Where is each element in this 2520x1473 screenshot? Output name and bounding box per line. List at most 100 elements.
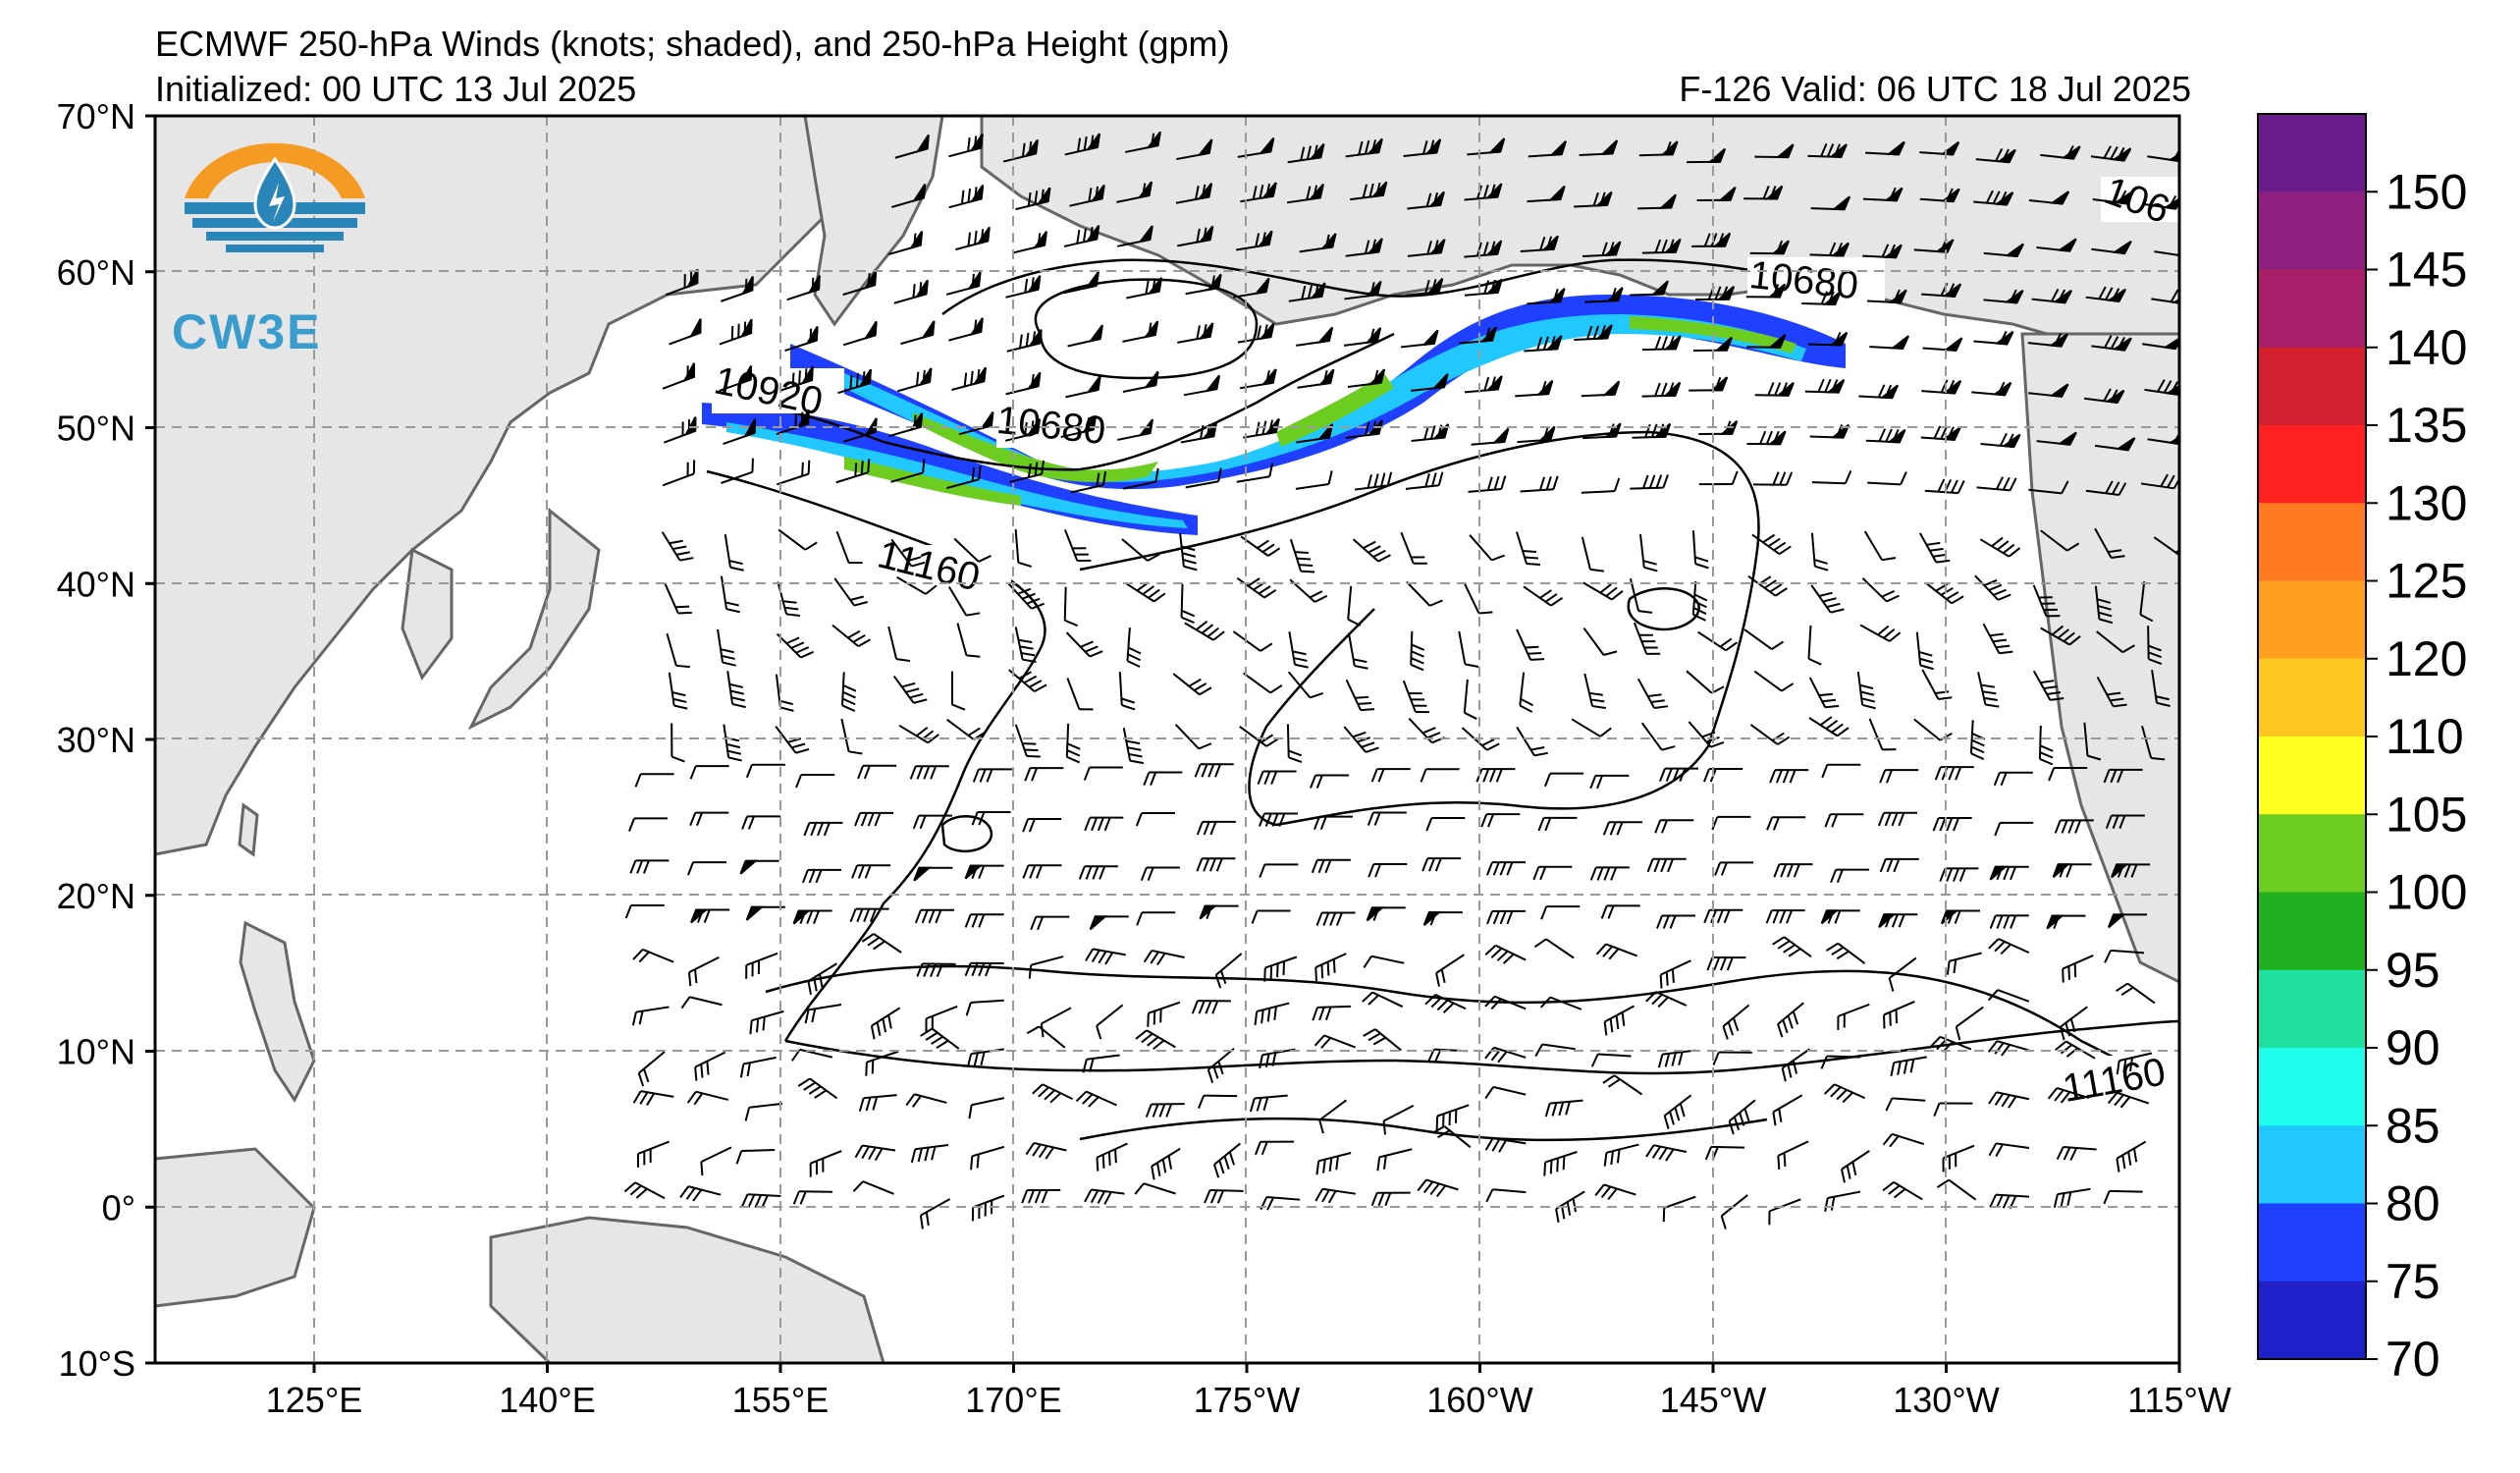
wind-barb	[1691, 530, 1709, 570]
wind-barb	[913, 866, 953, 882]
wind-barb	[1484, 944, 1527, 964]
wind-barb	[1134, 1182, 1176, 1195]
wind-barb	[1459, 326, 1497, 345]
wind-barb	[2036, 431, 2077, 446]
colorbar-label: 130	[2386, 475, 2467, 530]
contour-high-small	[1627, 587, 1700, 631]
wind-barb	[1754, 143, 1795, 159]
wind-barb	[1574, 324, 1613, 342]
wind-barb	[1754, 381, 1795, 397]
wind-barb	[1922, 337, 1963, 352]
wind-barb	[1310, 774, 1350, 789]
wind-barb	[1467, 137, 1506, 156]
wind-barb	[1403, 138, 1442, 158]
wind-barb	[1534, 1043, 1576, 1058]
wind-barb	[2103, 768, 2143, 784]
wind-barb	[1021, 1188, 1061, 1204]
wind-barb	[1571, 718, 1612, 737]
lon-label: 140°E	[499, 1380, 595, 1420]
wind-barb	[865, 1050, 899, 1076]
jet-green-west	[844, 457, 1021, 506]
wind-barb	[837, 368, 872, 395]
wind-barb	[1314, 953, 1347, 982]
wind-barb	[2046, 914, 2086, 930]
wind-barb	[2147, 626, 2163, 665]
wind-barb	[2048, 766, 2088, 782]
wind-barb	[842, 320, 878, 347]
wind-barb	[1287, 143, 1325, 164]
wind-barb	[1807, 142, 1848, 158]
wind-barb	[634, 773, 674, 788]
wind-barb	[803, 821, 843, 837]
wind-barb	[1249, 1094, 1288, 1113]
wind-barb	[1024, 767, 1064, 782]
wind-barb	[1421, 857, 1462, 872]
jet-green-mid	[1276, 373, 1394, 447]
wind-barb	[739, 859, 779, 875]
wind-barb	[1781, 1048, 1811, 1082]
colorbar-label: 105	[2386, 787, 2467, 842]
wind-barb	[972, 768, 1012, 783]
lon-label: 155°E	[732, 1380, 829, 1420]
wind-barb	[1486, 861, 1527, 876]
wind-barb	[1025, 1141, 1067, 1160]
wind-barb	[1468, 475, 1507, 493]
wind-barb	[1722, 1004, 1750, 1040]
wind-barb	[1646, 857, 1687, 873]
wind-barb	[1367, 811, 1407, 826]
wind-barb	[1515, 380, 1554, 398]
wind-barb	[2096, 676, 2127, 708]
wind-barb	[968, 1097, 1005, 1119]
wind-barb	[1766, 816, 1806, 831]
wind-barb	[1746, 430, 1787, 446]
wind-barb	[629, 859, 670, 874]
wind-barb	[831, 624, 872, 648]
wind-barb	[1581, 380, 1621, 398]
wind-barb	[792, 1190, 832, 1205]
wind-barb	[956, 623, 981, 658]
land-taiwan	[238, 802, 259, 857]
wind-barb	[664, 582, 692, 615]
wind-barb	[1180, 583, 1196, 625]
land-japan	[467, 507, 601, 731]
wind-barb	[1376, 1148, 1413, 1172]
wind-barb	[852, 1180, 894, 1195]
wind-barb	[721, 458, 754, 484]
colorbar-label: 95	[2386, 943, 2440, 998]
wind-barb	[920, 1027, 960, 1050]
wind-barb	[689, 811, 729, 826]
wind-barb	[1296, 326, 1334, 347]
wind-barb	[1254, 1002, 1290, 1025]
wind-barb	[777, 581, 801, 617]
wind-barb	[1126, 627, 1142, 668]
wind-barb	[1574, 191, 1613, 208]
wind-barb	[1295, 470, 1333, 490]
wind-barb	[2031, 288, 2072, 304]
wind-barb	[1524, 335, 1563, 353]
wind-barb	[1638, 533, 1658, 573]
wind-barb	[2038, 725, 2054, 766]
colorbar-label: 80	[2386, 1176, 2440, 1231]
wind-barb	[1879, 769, 1919, 784]
wind-barb	[1657, 1049, 1696, 1068]
wind-barb	[628, 817, 669, 832]
wind-barb	[1145, 1103, 1185, 1118]
wind-barb	[1877, 811, 1917, 827]
latitude-labels: 70°N 60°N 50°N 40°N 30°N 20°N 10°N 0° 10°S	[57, 96, 155, 1384]
wind-barb	[1259, 863, 1299, 878]
wind-barb	[1980, 432, 2021, 449]
wind-barb	[1528, 140, 1567, 158]
wind-barb	[1286, 184, 1324, 204]
wind-barb	[1777, 1140, 1809, 1170]
wind-barb	[1405, 471, 1444, 490]
wind-barb	[1367, 863, 1408, 878]
wind-barb	[777, 460, 811, 486]
wind-barb	[1955, 1006, 1984, 1041]
wind-barb	[893, 279, 929, 304]
wind-barb	[1973, 330, 2014, 346]
colorbar-segment	[2258, 1203, 2366, 1282]
wind-barb	[1749, 240, 1790, 255]
wind-barb	[964, 913, 1004, 928]
wind-barb	[1989, 865, 2029, 881]
jet-core-west	[702, 403, 1198, 535]
